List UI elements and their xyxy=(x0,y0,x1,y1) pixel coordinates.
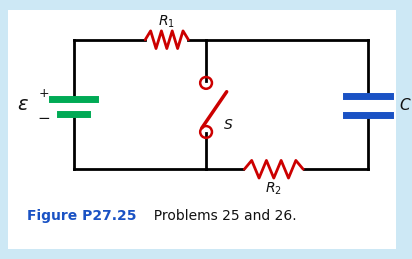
Text: $\varepsilon$: $\varepsilon$ xyxy=(16,95,28,114)
Text: S: S xyxy=(224,118,232,132)
Text: +: + xyxy=(39,87,49,100)
Text: Figure P27.25: Figure P27.25 xyxy=(28,209,137,223)
Text: $R_1$: $R_1$ xyxy=(158,14,175,30)
Text: −: − xyxy=(38,111,51,126)
Text: Problems 25 and 26.: Problems 25 and 26. xyxy=(145,209,297,223)
FancyBboxPatch shape xyxy=(8,10,396,249)
Text: $R_2$: $R_2$ xyxy=(265,181,282,197)
Text: $C$: $C$ xyxy=(399,97,412,113)
